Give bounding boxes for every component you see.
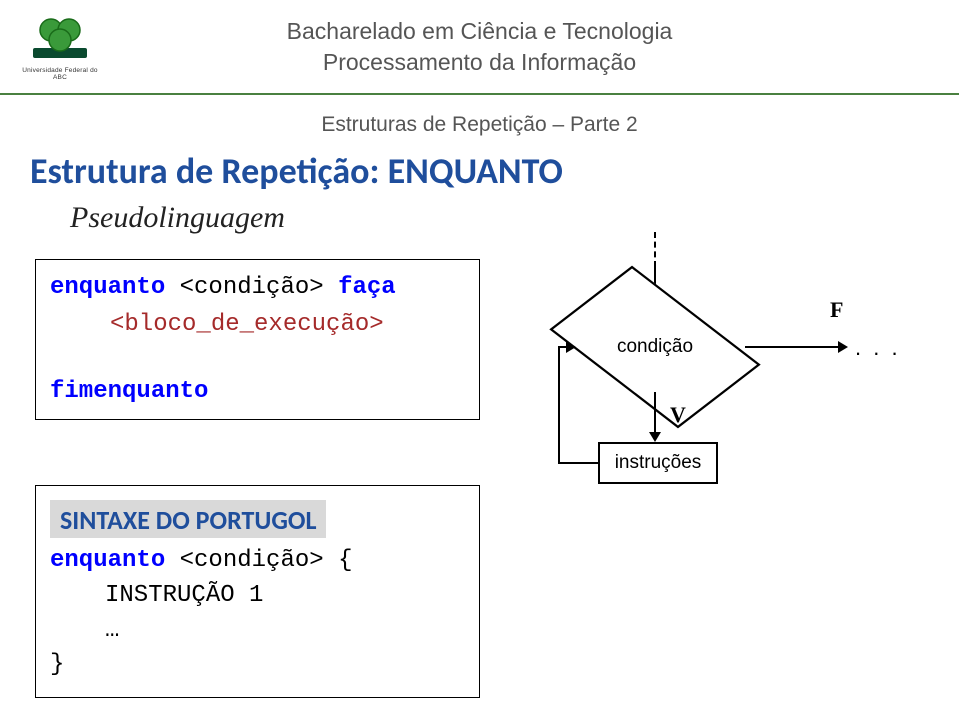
brace-open: { xyxy=(338,547,352,574)
header-titles: Bacharelado em Ciência e Tecnologia Proc… xyxy=(0,0,959,78)
ufabc-logo: Universidade Federal do ABC xyxy=(20,10,100,81)
pseudo-heading: Pseudolinguagem xyxy=(70,201,285,235)
exit-dots: . . . xyxy=(855,335,901,361)
flowchart-diagram: condição F . . . V instruções xyxy=(530,232,930,492)
false-line xyxy=(745,346,840,348)
pseudocode-box: enquanto <condição> faça <bloco_de_execu… xyxy=(35,259,480,420)
brace-close: } xyxy=(50,648,465,683)
loop-v xyxy=(558,346,560,464)
true-line xyxy=(654,392,656,434)
pseudo-body: <bloco_de_execução> xyxy=(110,311,465,338)
portugol-cond: <condição> xyxy=(180,547,324,574)
entry-line xyxy=(654,232,656,267)
condition-label: condição xyxy=(585,302,725,392)
sub-header: Estruturas de Repetição – Parte 2 xyxy=(0,95,959,137)
kw-faca: faça xyxy=(338,274,396,301)
true-arrowhead-icon xyxy=(649,432,661,442)
logo-caption: Universidade Federal do ABC xyxy=(20,67,100,81)
section-title: Estrutura de Repetição: ENQUANTO xyxy=(30,149,563,193)
loop-h1 xyxy=(558,462,598,464)
portugol-ellipsis: … xyxy=(105,614,465,649)
pseudo-line-1: enquanto <condição> faça xyxy=(50,274,465,301)
condition-diamond: condição xyxy=(585,302,725,392)
header-title-2: Processamento da Informação xyxy=(0,47,959,78)
false-label: F xyxy=(830,297,843,323)
portugol-instr: INSTRUÇÃO 1 xyxy=(105,579,465,614)
portugol-line-1: enquanto <condição> { xyxy=(50,544,465,579)
true-label: V xyxy=(670,402,686,428)
portugol-label: SINTAXE DO PORTUGOL xyxy=(50,500,326,538)
loop-arrowhead-icon xyxy=(566,341,576,353)
instructions-box: instruções xyxy=(598,442,718,484)
header-title-1: Bacharelado em Ciência e Tecnologia xyxy=(0,16,959,47)
instructions-label: instruções xyxy=(615,452,702,474)
logo-icon xyxy=(31,10,89,60)
portugol-box: SINTAXE DO PORTUGOL enquanto <condição> … xyxy=(35,485,480,698)
portugol-kw: enquanto xyxy=(50,547,165,574)
false-arrowhead-icon xyxy=(838,341,848,353)
kw-fimenquanto: fimenquanto xyxy=(50,378,465,405)
kw-enquanto: enquanto xyxy=(50,274,165,301)
slide-header: Universidade Federal do ABC Bacharelado … xyxy=(0,0,959,95)
